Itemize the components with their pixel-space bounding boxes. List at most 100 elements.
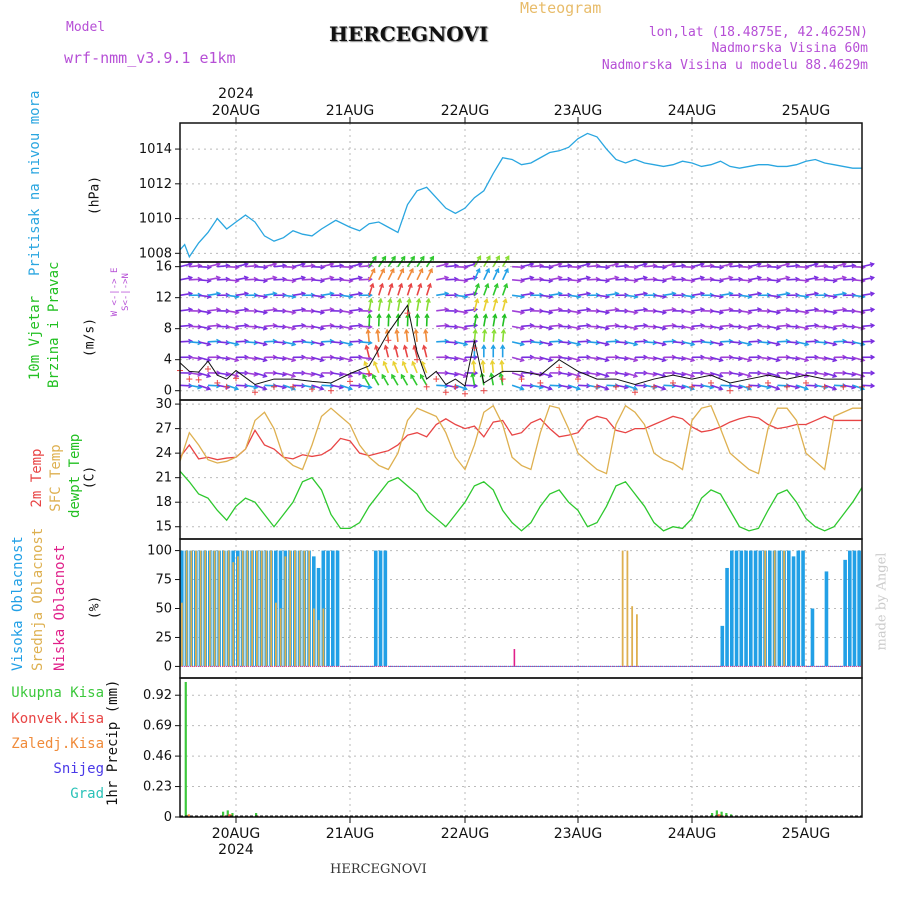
wind-arrowhead [614, 262, 620, 268]
wind-arrow [425, 268, 433, 281]
wind-arrowhead [421, 344, 428, 350]
high-cloud-bar [744, 550, 748, 667]
wind-arrowhead [357, 262, 363, 268]
wind-arrow [758, 384, 771, 389]
wind-arrow [473, 268, 481, 281]
wind-arrowhead [381, 255, 387, 261]
tick-label-wind: 8 [164, 322, 172, 337]
wind-arrow [198, 356, 211, 362]
mid-cloud-bar [626, 550, 629, 667]
wind-arrowhead [529, 338, 535, 345]
wind-arrow [587, 264, 600, 268]
wind-arrow [387, 283, 393, 296]
wind-arrow [596, 325, 609, 330]
wind-arrow [406, 283, 412, 296]
wind-arrowhead [396, 297, 403, 303]
wind-arrowhead [870, 370, 876, 376]
wind-arrowhead [215, 262, 221, 268]
wind-arrowhead [747, 341, 753, 347]
wind-arrowhead [718, 385, 724, 391]
wind-arrowhead [375, 328, 381, 334]
wind-arrowhead [841, 262, 847, 268]
wind-arrow [311, 341, 324, 346]
wind-arrow [549, 308, 562, 312]
wind-arrow [710, 294, 724, 298]
wind-arrowhead [502, 298, 508, 304]
wind-arrowhead [557, 262, 563, 268]
wind-arrow [606, 276, 619, 281]
wind-arrow [748, 276, 761, 281]
wind-arrowhead [423, 328, 429, 334]
wind-arrow [264, 324, 277, 328]
wind-arrowhead [869, 307, 876, 313]
wind-arrowhead [832, 357, 838, 363]
wind-arrow [264, 308, 277, 312]
tick-label-wind: 12 [155, 291, 172, 306]
wind-arrow [861, 276, 874, 281]
wind-arrow [796, 372, 809, 378]
wind-arrowhead [495, 255, 500, 261]
wind-arrow [587, 356, 600, 360]
total-precip-bar [226, 810, 229, 817]
high-cloud-bar [720, 625, 725, 667]
wind-arrow [691, 276, 704, 281]
wind-arrowhead [197, 276, 203, 282]
wind-arrow [481, 360, 485, 373]
bottom-day-label: 24AUG [668, 826, 717, 842]
wind-arrowhead [690, 357, 696, 363]
wind-arrow [530, 384, 543, 389]
wind-arrowhead [417, 282, 423, 288]
wind-arrowhead [519, 341, 526, 347]
wind-arrowhead [504, 255, 510, 261]
wind-arrowhead [400, 373, 406, 379]
mid-cloud-bar [251, 550, 254, 667]
wind-arrow [207, 276, 220, 281]
wind-arrowhead [401, 360, 407, 366]
total-precip-bar [231, 813, 234, 817]
mid-cloud-bar [209, 550, 211, 667]
wind-arrow [861, 340, 875, 343]
wind-arrowhead [348, 341, 354, 347]
wind-arrowhead [381, 373, 387, 379]
wind-arrow [691, 324, 705, 328]
wind-arrowhead [689, 372, 696, 378]
wind-arrow [833, 324, 847, 328]
wind-arrowhead [244, 338, 250, 345]
wind-arrow [511, 384, 524, 390]
wind-arrow [377, 298, 382, 311]
panel-frame-pressure [179, 122, 863, 263]
wind-arrowhead [652, 276, 658, 282]
wind-arrow [653, 356, 666, 362]
wind-arrowhead [387, 297, 393, 303]
wind-arrowhead [392, 360, 398, 366]
wind-arrowhead [403, 328, 410, 334]
wind-arrow [606, 308, 619, 312]
wind-arrowhead [371, 255, 377, 261]
wind-arrowhead [419, 373, 425, 379]
wind-arrow [311, 384, 324, 390]
wind-arrowhead [547, 357, 554, 363]
bottom-day-label: 25AUG [782, 826, 831, 842]
wind-arrowhead [728, 262, 734, 268]
wind-arrowhead [485, 267, 490, 274]
wind-arrow [340, 341, 353, 346]
wind-arrow [235, 263, 248, 268]
wind-arrowhead [225, 276, 231, 282]
wind-arrow [368, 268, 376, 281]
wind-arrow [540, 279, 553, 282]
wind-arrow [748, 308, 762, 312]
wind-arrow [436, 276, 449, 281]
wind-arrow [349, 324, 363, 328]
wind-arrow [179, 263, 192, 268]
wind-arrow [455, 294, 468, 298]
wind-arrowhead [377, 297, 383, 303]
wind-arrowhead [643, 338, 649, 345]
wind-arrowhead [501, 313, 507, 319]
wind-arrowhead [262, 372, 268, 378]
high-cloud-bar [734, 550, 739, 667]
wind-arrow [445, 372, 458, 376]
wind-arrow [473, 314, 478, 327]
wind-arrow [189, 356, 202, 360]
wind-arrow [436, 324, 449, 328]
wind-arrow [292, 324, 306, 328]
